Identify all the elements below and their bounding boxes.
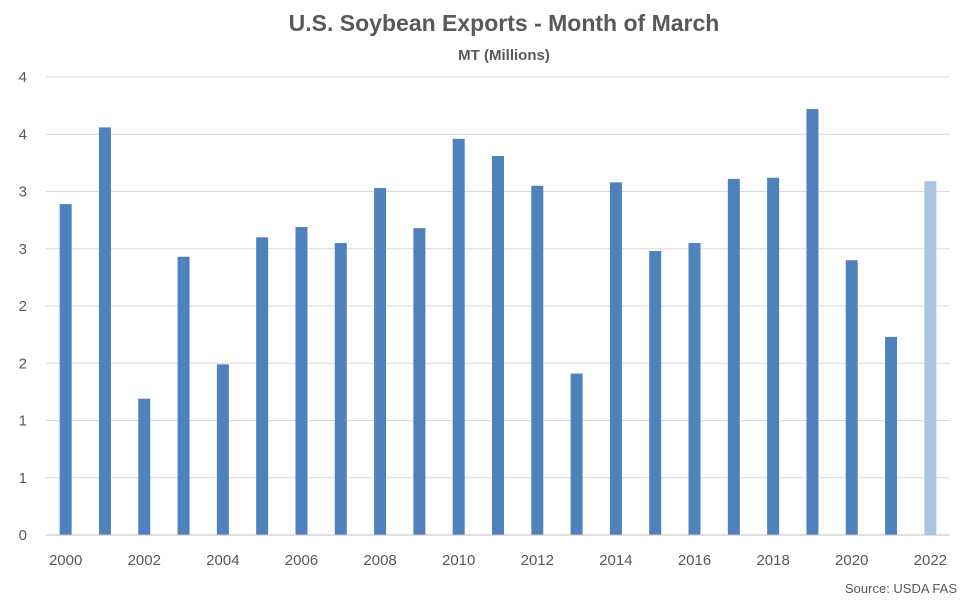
x-axis-ticks: 2000 2002 2004 2006 2008 2010 2012 2014 2016 2018… <box>49 552 947 569</box>
source-note: Source: USDA FAS <box>845 581 957 596</box>
x-tick-label: 2008 <box>363 552 396 569</box>
bar-2020 <box>845 260 858 535</box>
bar-2003 <box>177 256 190 535</box>
x-tick-label: 2000 <box>49 552 82 569</box>
bar-2014 <box>609 182 622 535</box>
chart-title: U.S. Soybean Exports - Month of March <box>289 10 720 36</box>
x-tick-label: 2022 <box>914 552 947 569</box>
bars <box>59 109 937 536</box>
x-tick-label: 2020 <box>835 552 868 569</box>
y-tick-label: 3 <box>19 241 27 258</box>
bar-2016 <box>688 243 701 535</box>
x-tick-label: 2004 <box>206 552 239 569</box>
bar-2009 <box>413 228 426 535</box>
bar-2005 <box>256 237 269 536</box>
bar-2013 <box>570 373 583 535</box>
y-tick-label: 1 <box>19 470 27 487</box>
bar-2017 <box>727 178 740 535</box>
bar-2018 <box>767 177 780 535</box>
bar-2011 <box>492 156 504 535</box>
bar-2007 <box>334 243 347 535</box>
bar-2004 <box>216 364 229 535</box>
x-tick-label: 2016 <box>678 552 711 569</box>
x-tick-label: 2010 <box>442 552 475 569</box>
x-tick-label: 2012 <box>521 552 554 569</box>
bar-2001 <box>98 127 111 535</box>
y-tick-label: 1 <box>19 413 27 430</box>
bar-2021 <box>885 336 898 535</box>
bar-2019 <box>806 109 819 535</box>
bar-2000 <box>59 204 72 535</box>
y-tick-label: 0 <box>19 527 27 544</box>
bar-2006 <box>295 226 308 535</box>
chart-subtitle: MT (Millions) <box>458 47 550 64</box>
x-tick-label: 2006 <box>285 552 318 569</box>
x-tick-label: 2018 <box>756 552 789 569</box>
y-axis-ticks: 0 1 1 2 2 3 3 4 4 <box>19 69 27 544</box>
y-tick-label: 4 <box>19 69 27 86</box>
x-tick-label: 2002 <box>128 552 161 569</box>
y-tick-label: 2 <box>19 355 27 372</box>
y-tick-label: 2 <box>19 298 27 315</box>
y-tick-label: 4 <box>19 126 27 143</box>
bar-2015 <box>649 251 662 536</box>
bar-2010 <box>452 138 465 535</box>
x-tick-label: 2014 <box>599 552 632 569</box>
bar-2012 <box>531 185 544 535</box>
bar-2002 <box>138 398 151 535</box>
bar-2008 <box>374 188 387 535</box>
y-tick-label: 3 <box>19 184 27 201</box>
bar-2022 <box>924 181 937 535</box>
